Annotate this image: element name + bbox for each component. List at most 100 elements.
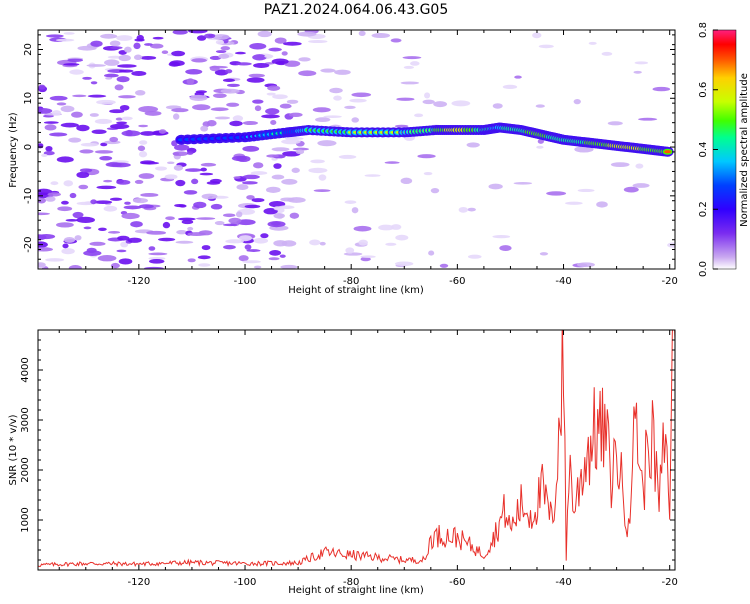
spectrogram-noise-cell — [298, 70, 317, 77]
spectrogram-noise-cell — [309, 239, 321, 246]
spectrogram-x-tick-label: -120 — [128, 276, 151, 287]
spectrogram-noise-cell — [63, 63, 80, 66]
spectrogram-ridge — [175, 122, 674, 157]
spectrogram-noise-cell — [193, 201, 207, 209]
spectrogram-noise-cell — [271, 147, 290, 152]
spectrogram-noise-cell — [189, 94, 208, 101]
spectrogram-noise-cell — [199, 172, 214, 176]
snr-panel: -120 -100 -80 -60 -40 -20 1000 2000 3000 4000 He… — [8, 329, 678, 596]
spectrogram-noise-cell — [76, 171, 90, 179]
spectrogram-noise-cell — [206, 181, 221, 185]
spectrogram-noise-cell — [110, 262, 120, 269]
spectrogram-noise-cell — [120, 241, 129, 248]
spectrogram-noise-cell — [244, 204, 261, 209]
spectrogram-noise-cell — [351, 92, 372, 98]
spectrogram-noise-cell — [231, 155, 247, 161]
spectrogram-noise-cell — [499, 245, 512, 251]
spectrogram-noise-cell — [96, 99, 116, 105]
spectrogram-noise-cell — [343, 252, 363, 256]
spectrogram-noise-cell — [215, 50, 227, 54]
spectrogram-noise-cell — [134, 179, 144, 184]
spectrogram-noise-cell — [140, 160, 156, 165]
spectrogram-noise-cell — [134, 90, 146, 96]
spectrogram-noise-cell — [203, 33, 216, 39]
spectrogram-noise-cell — [351, 207, 359, 214]
spectrogram-noise-cell — [535, 104, 545, 108]
spectrogram-noise-cell — [74, 235, 82, 241]
spectrogram-noise-cell — [403, 65, 415, 69]
spectrogram-noise-cell — [577, 188, 595, 193]
spectrogram-noise-cell — [254, 105, 262, 112]
spectrogram-noise-cell — [89, 113, 99, 117]
spectrogram-noise-cell — [63, 236, 76, 243]
colorbar-tick-label: 0.2 — [698, 201, 709, 217]
spectrogram-noise-cell — [116, 121, 128, 125]
spectrogram-noise-cell — [209, 55, 222, 61]
spectrogram-noise-cell — [49, 132, 68, 137]
spectrogram-noise-cell — [200, 125, 209, 132]
spectrogram-noise-cell — [45, 196, 56, 202]
spectrogram-noise-cell — [588, 41, 597, 45]
spectrogram-noise-cell — [144, 110, 162, 116]
spectrogram-noise-cell — [38, 84, 46, 90]
spectrogram-noise-cell — [49, 95, 68, 101]
spectrogram-noise-cell — [225, 239, 244, 244]
spectrogram-noise-cell — [116, 249, 127, 253]
spectrogram-noise-cell — [91, 129, 107, 134]
snr-x-tick-label: -40 — [555, 577, 571, 588]
spectrogram-noise-cell — [61, 248, 75, 255]
spectrogram-noise-cell — [323, 115, 342, 119]
spectrogram-noise-cell — [168, 61, 181, 67]
spectrogram-noise-cell — [353, 225, 372, 232]
colorbar-tick-label: 0.0 — [698, 261, 709, 277]
spectrogram-noise-cell — [236, 184, 249, 191]
spectrogram-noise-cell — [269, 249, 282, 256]
spectrogram-noise-cell — [192, 104, 211, 111]
spectrogram-noise-cell — [271, 174, 285, 180]
spectrogram-noise-cell — [539, 252, 549, 256]
spectrogram-noise-cell — [104, 73, 119, 78]
spectrogram-noise-cell — [596, 201, 608, 208]
spectrogram-noise-cell — [140, 131, 156, 136]
spectrogram-noise-cell — [62, 243, 69, 249]
spectrogram-noise-cell — [104, 59, 120, 66]
spectrogram-noise-cell — [222, 78, 236, 83]
spectrogram-noise-cell — [214, 220, 225, 226]
spectrogram-noise-cell — [38, 262, 46, 268]
spectrogram-noise-cell — [171, 108, 189, 113]
snr-x-tick-label: -100 — [234, 577, 257, 588]
spectrogram-noise-cell — [390, 224, 402, 230]
spectrogram-noise-cell — [410, 61, 420, 66]
spectrogram-noise-cell — [125, 129, 133, 137]
spectrogram-noise-cell — [110, 46, 123, 50]
spectrogram-noise-cell — [297, 31, 317, 37]
spectrogram-noise-cell — [218, 53, 230, 59]
spectrogram-noise-cell — [229, 120, 243, 127]
spectrogram-noise-cell — [137, 145, 146, 151]
spectrogram-noise-cell — [329, 87, 343, 94]
spectrogram-noise-cell — [139, 140, 148, 145]
spectrogram-noise-cell — [232, 115, 244, 122]
spectrogram-noise-cell — [43, 121, 59, 124]
spectrogram-noise-cell — [183, 190, 198, 195]
spectrogram-noise-cell — [492, 103, 503, 109]
spectrogram-noise-cell — [100, 33, 118, 39]
spectrogram-noise-cell — [400, 177, 413, 185]
spectrogram-noise-cell — [79, 168, 93, 173]
spectrogram-noise-cell — [55, 222, 74, 228]
spectrogram-y-tick-label: 0 — [23, 144, 34, 150]
spectrogram-noise-cell — [288, 112, 303, 117]
spectrogram-noise-cell — [173, 113, 180, 120]
spectrogram-noise-cell — [227, 83, 240, 88]
spectrogram-noise-cell — [281, 51, 288, 56]
spectrogram-noise-cell — [291, 167, 300, 173]
spectrogram-noise-cell — [451, 100, 471, 107]
spectrogram-y-tick-label: 10 — [23, 92, 34, 105]
spectrogram-noise-cell — [200, 162, 217, 167]
snr-x-tick-label: -60 — [449, 577, 465, 588]
spectrogram-noise-cell — [165, 216, 175, 221]
spectrogram-noise-cell — [185, 69, 203, 75]
spectrogram-noise-cell — [90, 81, 98, 85]
spectrogram-noise-cell — [242, 120, 259, 126]
